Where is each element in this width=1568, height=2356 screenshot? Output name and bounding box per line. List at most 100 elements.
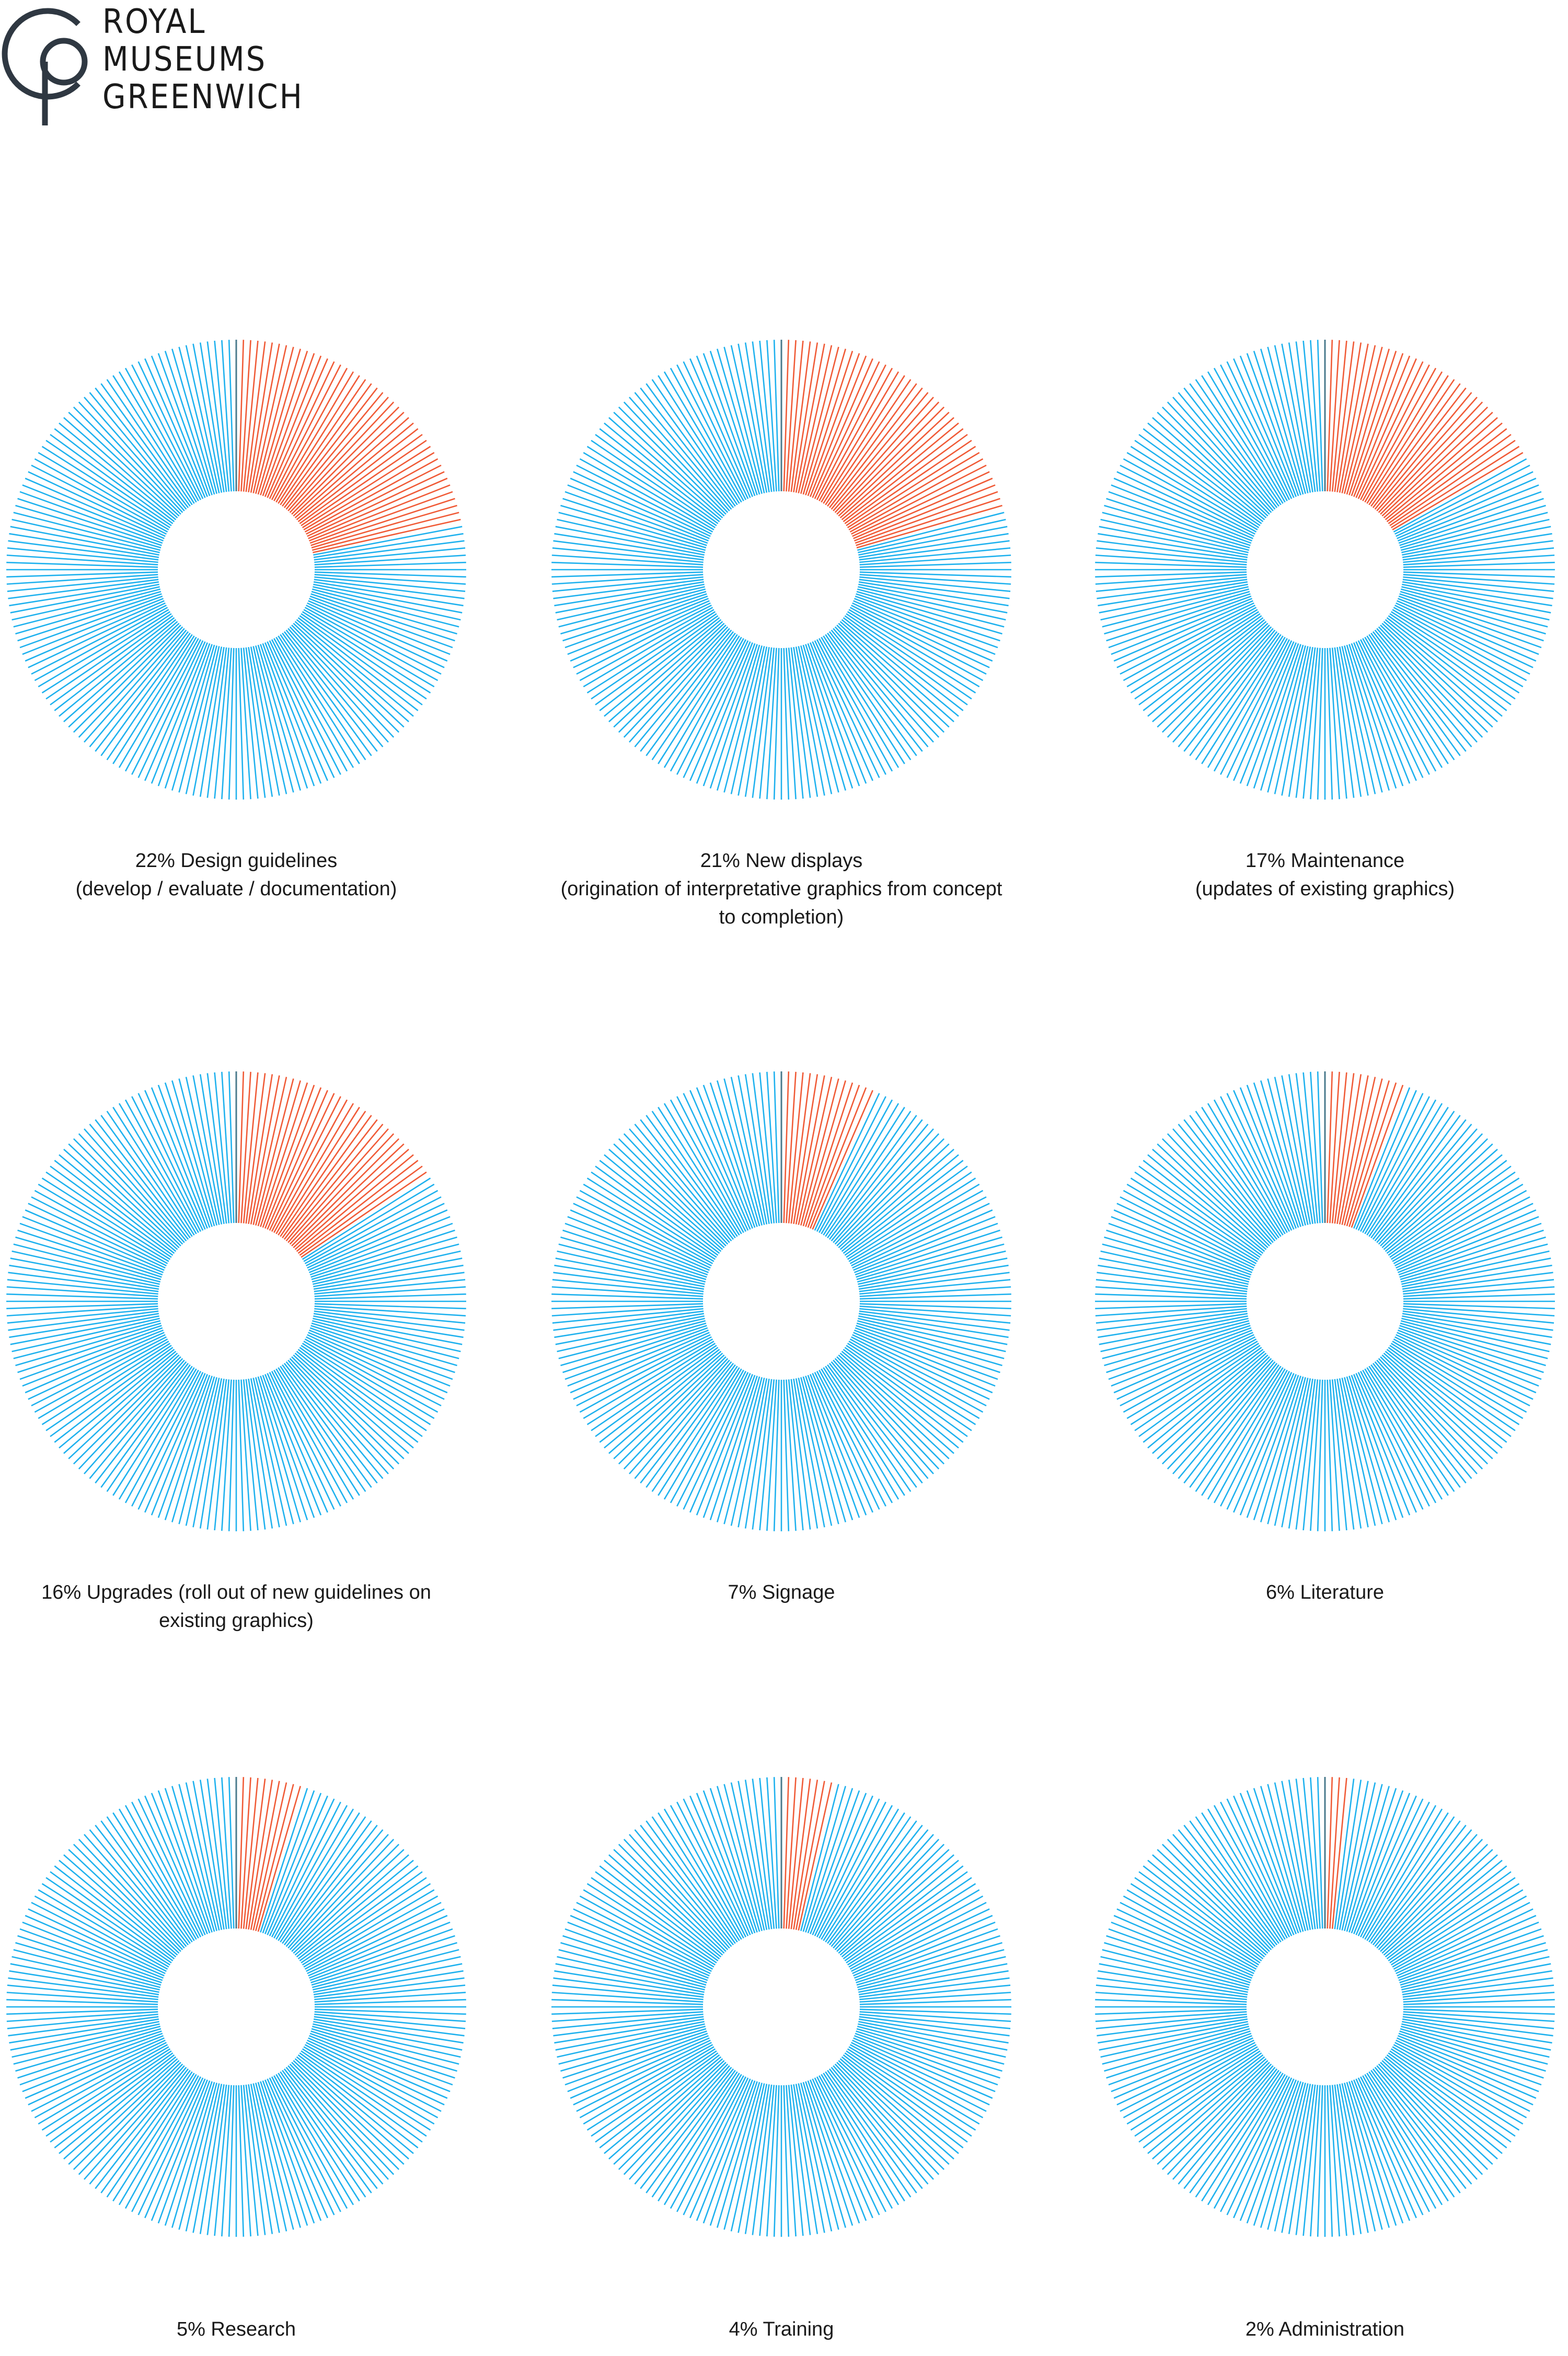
ray: [1400, 1942, 1546, 1986]
ray: [1402, 533, 1552, 558]
ray: [1385, 1350, 1503, 1449]
ray: [1095, 571, 1247, 578]
remaining-segment: [1095, 1777, 1555, 2237]
ray: [670, 1099, 744, 1233]
ray: [144, 641, 206, 781]
ray: [586, 446, 716, 528]
ray: [552, 1308, 704, 1324]
donut-svg: [551, 340, 1011, 800]
ray: [299, 1871, 423, 1961]
ray: [676, 1096, 747, 1232]
ray: [807, 2080, 860, 2224]
ray: [1348, 644, 1397, 789]
ray: [199, 1074, 225, 1225]
ray: [855, 2032, 998, 2086]
ray: [858, 1313, 1009, 1338]
ray: [1400, 588, 1548, 628]
ray: [282, 1115, 372, 1239]
ray: [1295, 1073, 1316, 1224]
ray: [1331, 1777, 1347, 1929]
ray: [1220, 364, 1290, 500]
ray: [1098, 1313, 1248, 1338]
ray: [178, 1078, 217, 1226]
ray: [308, 478, 448, 539]
ray: [59, 1350, 177, 1449]
ray: [744, 1378, 770, 1529]
ray: [45, 440, 172, 526]
ray: [1097, 579, 1248, 599]
ray: [245, 1379, 266, 1530]
ray: [1100, 1318, 1249, 1353]
ray: [670, 1369, 744, 1504]
ray: [1353, 1087, 1411, 1229]
ray: [744, 1780, 770, 1930]
ray: [702, 1790, 756, 1934]
ray: [17, 593, 162, 642]
ray: [629, 628, 730, 743]
ray: [1400, 1949, 1548, 1988]
ray: [839, 1149, 954, 1250]
ray: [1106, 498, 1251, 546]
ray: [257, 1080, 302, 1227]
ray: [309, 1928, 453, 1981]
ray: [95, 2068, 189, 2189]
ray: [310, 1935, 455, 1983]
ray: [275, 2074, 354, 2205]
ray: [1130, 611, 1260, 694]
ray: [59, 619, 177, 717]
ray: [245, 647, 266, 798]
ray: [1161, 1843, 1270, 1952]
ray: [63, 1149, 178, 1250]
ray: [273, 638, 348, 772]
ray: [1396, 471, 1534, 537]
ray: [1147, 422, 1265, 521]
ray: [1403, 571, 1555, 578]
ray: [1161, 406, 1270, 515]
ray: [269, 1093, 335, 1231]
ray: [250, 343, 280, 493]
ray: [823, 2072, 905, 2202]
ray: [100, 2070, 191, 2193]
ray: [1246, 1790, 1299, 1934]
ray: [1183, 387, 1278, 509]
ray: [553, 2016, 704, 2037]
ray: [68, 411, 180, 517]
ray: [827, 383, 917, 507]
ray: [709, 1788, 758, 1933]
ray: [206, 1379, 227, 1530]
ray: [709, 1376, 758, 1520]
ray: [683, 1093, 749, 1231]
ray: [1207, 1808, 1286, 1940]
ray: [313, 2023, 461, 2058]
ray: [1376, 1834, 1478, 1949]
logo-line-museums: MUSEUMS: [102, 40, 267, 79]
ray: [95, 1119, 189, 1240]
ray: [618, 406, 727, 515]
ray: [1317, 1071, 1323, 1223]
ray: [573, 602, 711, 668]
ray: [716, 1080, 760, 1227]
ray: [296, 1154, 414, 1252]
ray: [1123, 1895, 1257, 1970]
ray: [1372, 387, 1467, 509]
ray: [11, 2023, 160, 2058]
ray: [19, 1928, 163, 1981]
ray: [63, 2058, 178, 2159]
ray: [257, 2082, 302, 2228]
ray: [34, 1189, 168, 1264]
ray: [9, 1264, 159, 1290]
ray: [676, 1371, 747, 1507]
ray: [303, 2046, 435, 2125]
ray: [1126, 1889, 1258, 1968]
ray: [818, 638, 893, 772]
ray: [567, 1330, 709, 1387]
ray: [852, 602, 990, 668]
ray: [595, 615, 719, 706]
ray: [301, 613, 427, 700]
ray: [1378, 401, 1483, 513]
ray: [308, 484, 451, 541]
ray: [269, 2077, 335, 2215]
ray: [1394, 2041, 1530, 2112]
ray: [228, 648, 235, 800]
ray: [857, 1949, 1005, 1988]
